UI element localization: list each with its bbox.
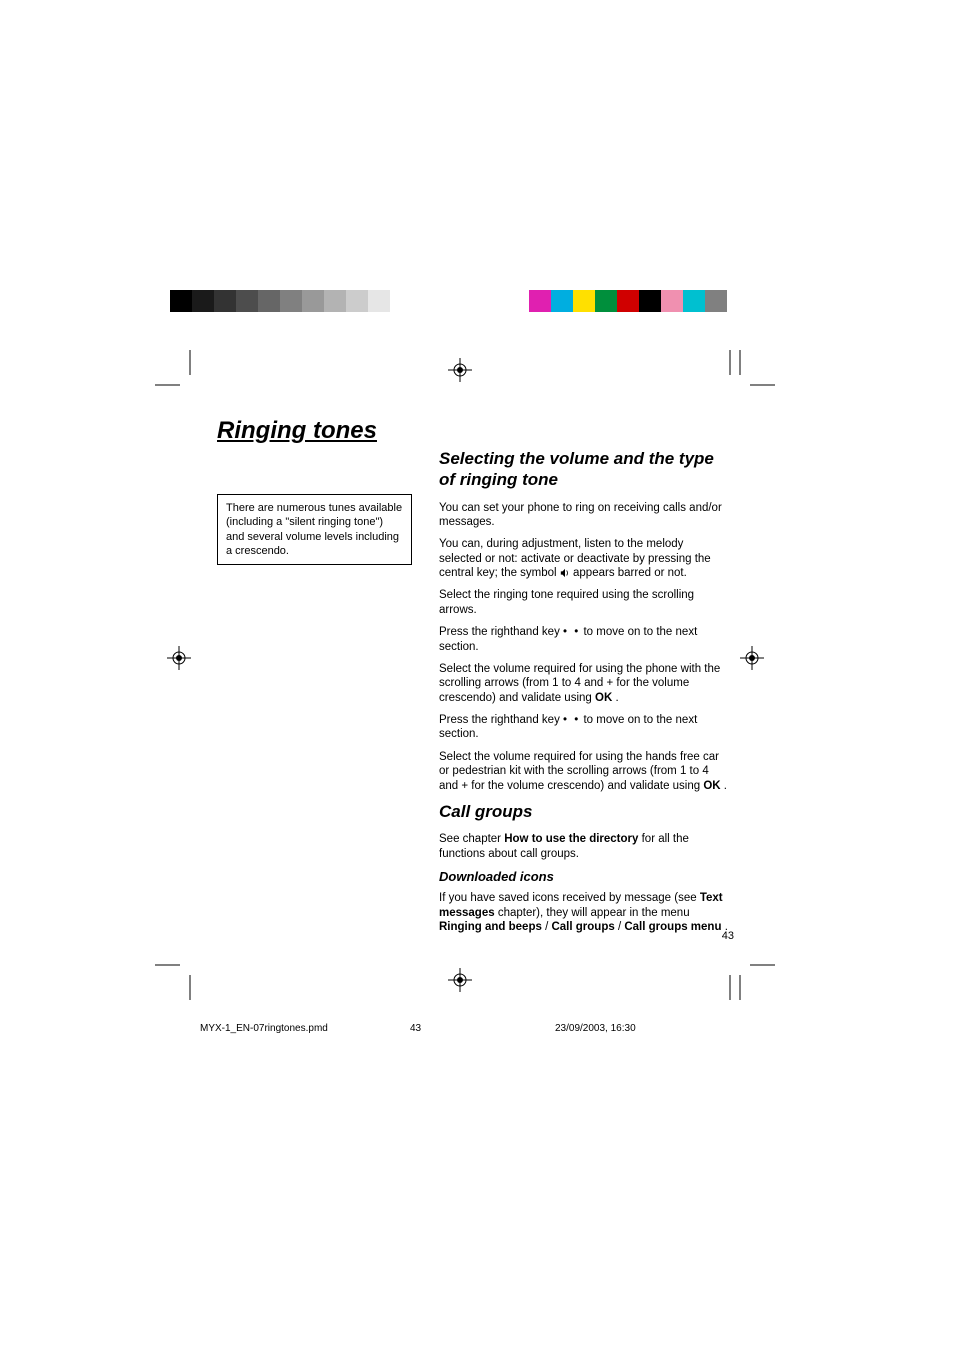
text: appears barred or not. bbox=[573, 567, 687, 579]
call-groups-p1: See chapter How to use the directory for… bbox=[439, 832, 729, 861]
bold-text: Call groups bbox=[551, 921, 614, 933]
para-7: Select the volume required for using the… bbox=[439, 750, 729, 793]
speaker-icon bbox=[560, 568, 570, 578]
para-3: Select the ringing tone required using t… bbox=[439, 588, 729, 617]
bold-text: How to use the directory bbox=[504, 833, 638, 845]
color-bar-right bbox=[507, 290, 727, 312]
registration-mark-left bbox=[167, 646, 191, 670]
crop-mark-tl bbox=[155, 350, 205, 400]
text: Press the righthand key bbox=[439, 626, 563, 638]
sidebar-note: There are numerous tunes available (incl… bbox=[217, 494, 412, 565]
footer-page: 43 bbox=[410, 1023, 421, 1034]
text: Select the volume required for using the… bbox=[439, 663, 720, 704]
dots-icon: • • bbox=[563, 626, 580, 638]
page-number: 43 bbox=[722, 930, 734, 942]
footer-datetime: 23/09/2003, 16:30 bbox=[555, 1023, 636, 1034]
crop-mark-tr bbox=[715, 350, 775, 400]
registration-mark-top bbox=[448, 358, 472, 382]
para-4: Press the righthand key • • to move on t… bbox=[439, 625, 729, 654]
text: . bbox=[615, 692, 618, 704]
text: . bbox=[724, 780, 727, 792]
text: Select the volume required for using the… bbox=[439, 751, 719, 792]
para-6: Press the righthand key • • to move on t… bbox=[439, 713, 729, 742]
para-1: You can set your phone to ring on receiv… bbox=[439, 501, 729, 530]
dots-icon: • • bbox=[563, 714, 580, 726]
call-groups-heading: Call groups bbox=[439, 801, 729, 822]
text: If you have saved icons received by mess… bbox=[439, 892, 700, 904]
footer-filename: MYX-1_EN-07ringtones.pmd bbox=[200, 1023, 328, 1034]
downloaded-icons-heading: Downloaded icons bbox=[439, 869, 729, 885]
main-content: Selecting the volume and the type of rin… bbox=[439, 448, 729, 942]
bold-text: Ringing and beeps bbox=[439, 921, 542, 933]
registration-mark-bottom bbox=[448, 968, 472, 992]
page-title: Ringing tones bbox=[217, 417, 377, 445]
text: Press the righthand key bbox=[439, 714, 563, 726]
text: chapter), they will appear in the menu bbox=[498, 907, 690, 919]
text: See chapter bbox=[439, 833, 504, 845]
text: / bbox=[618, 921, 621, 933]
text: / bbox=[545, 921, 548, 933]
bold-text: Call groups menu bbox=[624, 921, 721, 933]
downloaded-icons-p: If you have saved icons received by mess… bbox=[439, 891, 729, 934]
para-2: You can, during adjustment, listen to th… bbox=[439, 537, 729, 580]
ok-label: OK bbox=[703, 780, 720, 792]
color-bar-left bbox=[170, 290, 412, 312]
para-5: Select the volume required for using the… bbox=[439, 662, 729, 705]
crop-mark-br bbox=[715, 950, 775, 1000]
registration-mark-right bbox=[740, 646, 764, 670]
ok-label: OK bbox=[595, 692, 612, 704]
section-heading: Selecting the volume and the type of rin… bbox=[439, 448, 729, 491]
crop-mark-bl bbox=[155, 950, 205, 1000]
